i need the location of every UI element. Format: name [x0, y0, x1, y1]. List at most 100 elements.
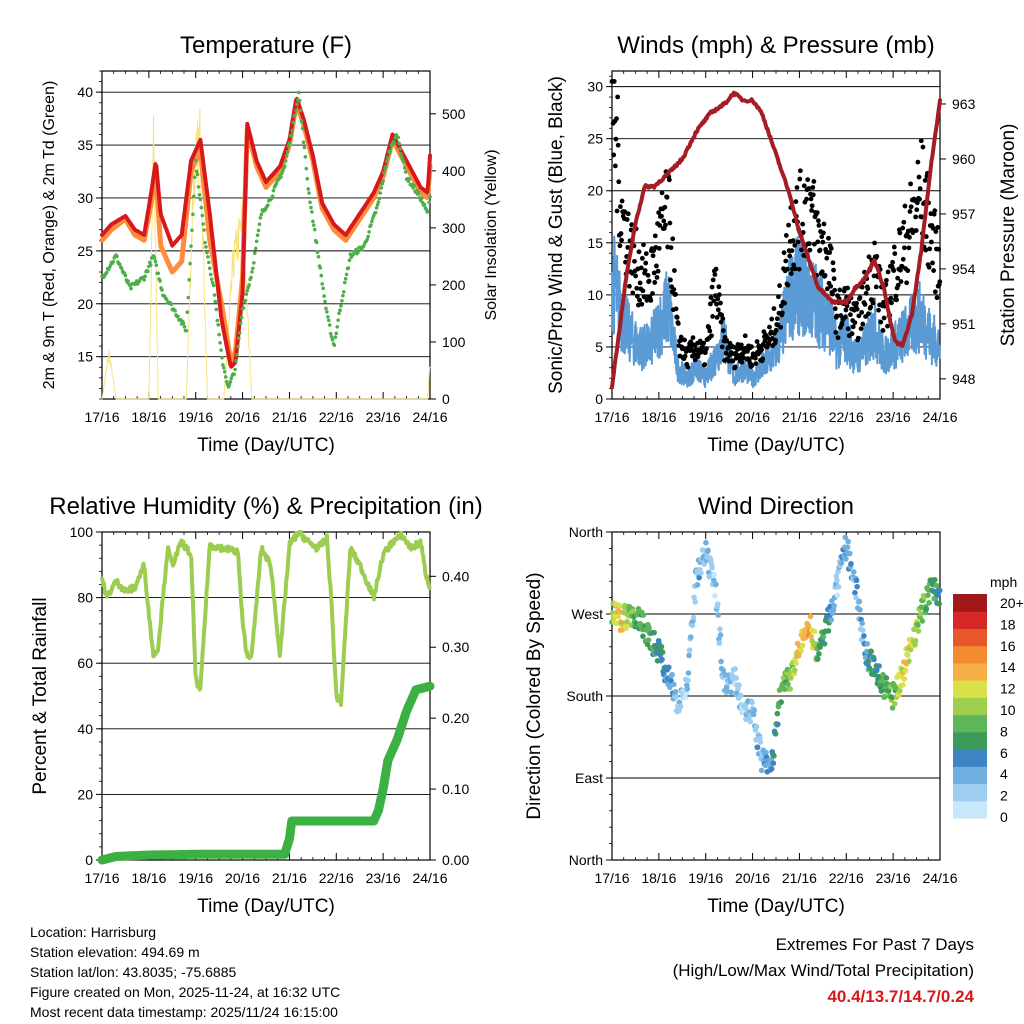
- direction-point: [667, 684, 673, 691]
- winds-border: [611, 70, 941, 400]
- dewpoint-point: [386, 155, 390, 160]
- temp-xtick-label: 19/16: [178, 409, 213, 425]
- gust-point: [866, 311, 871, 317]
- winds-xtick-label: 23/16: [876, 409, 911, 425]
- direction-point: [691, 594, 697, 601]
- direction-point: [838, 560, 845, 566]
- direction-point: [901, 676, 908, 682]
- temp-xtick-label: 20/16: [225, 409, 260, 425]
- direction-point: [677, 703, 684, 710]
- gust-point: [926, 264, 932, 270]
- dewpoint-point: [359, 247, 364, 252]
- dewpoint-point: [318, 266, 323, 270]
- gust-point: [652, 280, 658, 285]
- gust-point: [808, 196, 814, 202]
- gust-point: [662, 204, 668, 210]
- gust-point: [831, 267, 836, 273]
- dewpoint-point: [396, 135, 400, 140]
- gust-point: [878, 319, 884, 325]
- gust-point: [656, 210, 662, 216]
- dewpoint-point: [188, 261, 192, 266]
- dewpoint-point: [367, 230, 371, 234]
- dewpoint-point: [203, 240, 207, 245]
- direction-point: [772, 731, 779, 737]
- gust-point: [805, 177, 811, 183]
- colorbar-label: 12: [1000, 681, 1016, 697]
- gust-point: [811, 179, 817, 184]
- direction-point: [687, 634, 694, 640]
- pressure-line: [610, 90, 942, 390]
- dir-ytick-label: South: [566, 688, 603, 704]
- gust-point: [614, 208, 620, 214]
- rh-y2tick-label: 0.30: [442, 639, 469, 655]
- dewpoint-point: [402, 166, 407, 170]
- direction-point: [853, 577, 860, 584]
- gust-point: [659, 190, 665, 196]
- colorbar-label: 16: [1000, 638, 1016, 654]
- dewpoint-point: [194, 169, 199, 174]
- direction-point: [754, 744, 761, 751]
- gust-point: [629, 222, 635, 228]
- gust-point: [714, 301, 719, 307]
- direction-point: [906, 658, 912, 665]
- dir-xtick-label: 20/16: [735, 870, 770, 886]
- gust-point: [778, 324, 784, 330]
- dewpoint-point: [336, 318, 340, 322]
- winds-xtick-label: 22/16: [829, 409, 864, 425]
- gust-point: [643, 260, 649, 266]
- gust-point: [614, 116, 619, 122]
- gust-point: [934, 295, 940, 301]
- direction-point: [624, 618, 630, 625]
- gust-point: [774, 316, 780, 322]
- dewpoint-point: [228, 380, 233, 384]
- gust-point: [854, 306, 860, 312]
- gust-point: [918, 138, 924, 144]
- winds-y2tick-label: 963: [952, 96, 976, 112]
- dewpoint-point: [312, 227, 317, 232]
- gust-point: [902, 203, 908, 209]
- gust-point: [781, 250, 787, 256]
- station-info: Location: Harrisburg Station elevation: …: [30, 922, 340, 1022]
- dir-xtick-label: 18/16: [641, 870, 676, 886]
- rh-ylabel: Percent & Total Rainfall: [30, 597, 51, 794]
- gust-point: [804, 196, 809, 202]
- rh-ytick-label: 40: [77, 721, 93, 737]
- gust-point: [900, 256, 906, 262]
- gust-point: [893, 293, 899, 299]
- dewpoint-point: [308, 200, 312, 205]
- dewpoint-point: [316, 254, 321, 259]
- dewpoint-point: [256, 228, 261, 233]
- gust-point: [767, 324, 772, 330]
- colorbar-swatch: [953, 662, 987, 681]
- dewpoint-point: [184, 328, 189, 333]
- dewpoint-point: [187, 277, 191, 282]
- direction-point: [835, 568, 841, 575]
- gust-point: [673, 306, 679, 312]
- direction-point: [694, 582, 701, 588]
- direction-point: [665, 664, 672, 671]
- dir-ytick-label: North: [569, 852, 603, 868]
- gust-point: [868, 304, 874, 310]
- direction-point: [876, 663, 882, 669]
- gust-point: [777, 283, 782, 289]
- dewpoint-point: [347, 258, 352, 263]
- gust-point: [854, 300, 859, 306]
- gust-point: [678, 334, 684, 340]
- dewpoint-point: [311, 223, 316, 227]
- direction-point: [749, 699, 755, 706]
- rh-xtick-label: 21/16: [272, 870, 307, 886]
- dewpoint-point: [274, 181, 279, 186]
- gust-point: [874, 253, 880, 259]
- gust-point: [824, 255, 830, 261]
- colorbar-swatch: [953, 611, 987, 629]
- colorbar-label: 2: [1000, 788, 1008, 804]
- direction-point: [833, 573, 840, 579]
- gust-point: [716, 284, 722, 290]
- dewpoint-point: [199, 205, 204, 210]
- dewpoint-point: [164, 297, 169, 302]
- gust-point: [857, 295, 863, 301]
- gust-point: [645, 272, 651, 278]
- dewpoint-point: [282, 164, 287, 168]
